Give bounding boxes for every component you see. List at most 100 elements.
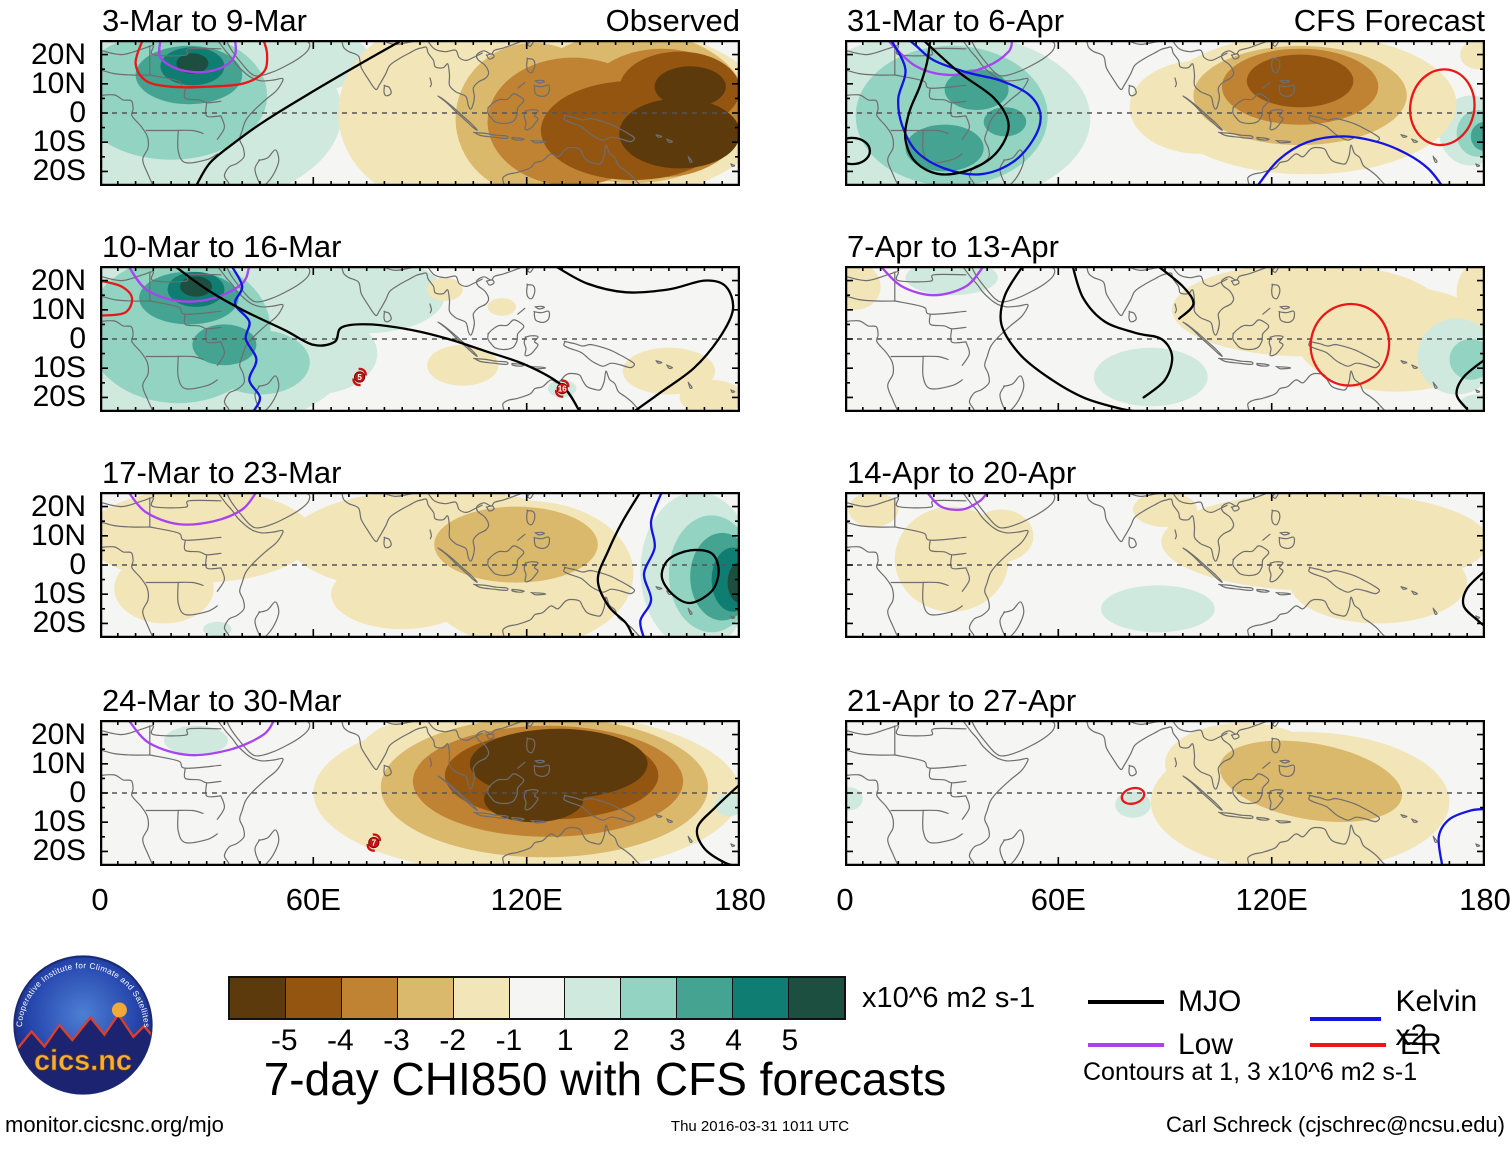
cyclone-marker: 16	[554, 379, 570, 398]
lon-tick-label: 180	[1459, 882, 1510, 917]
cicsnc-logo-image: Cooperative Institute for Climate and Sa…	[13, 955, 153, 1095]
panel-forecast-week1: 31-Mar to 6-Apr CFS Forecast	[845, 3, 1485, 186]
panel-observed-week4: 24-Mar to 30-Mar 7	[100, 683, 740, 866]
colorbar-cell	[397, 978, 454, 1018]
column-header-forecast: CFS Forecast	[1293, 3, 1485, 38]
lat-tick-label: 10S	[32, 351, 86, 385]
panel-observed-week1: 3-Mar to 9-Mar Observed	[100, 3, 740, 186]
timestamp: Thu 2016-03-31 1011 UTC	[670, 1118, 850, 1135]
colorbar-tick-label: -1	[495, 1024, 523, 1057]
credit-text: Carl Schreck (cjschrec@ncsu.edu)	[1166, 1112, 1505, 1137]
panel-title: 31-Mar to 6-Apr	[847, 3, 1065, 38]
panel-forecast-week3: 14-Apr to 20-Apr	[845, 455, 1485, 638]
panel-title: 7-Apr to 13-Apr	[847, 229, 1059, 264]
lat-tick-label: 20N	[30, 717, 86, 751]
colorbar-cell	[453, 978, 510, 1018]
colorbar-tick-label: -5	[270, 1024, 298, 1057]
colorbar-cell	[621, 978, 678, 1018]
panel-title: 24-Mar to 30-Mar	[102, 683, 342, 718]
lon-tick-label: 0	[836, 882, 854, 917]
legend-label: MJO	[1178, 985, 1242, 1018]
cyclone-marker: 5	[352, 367, 367, 387]
map-canvas	[845, 266, 1485, 412]
lon-tick-label: 180	[714, 882, 766, 917]
lat-tick-label: 20S	[32, 380, 86, 414]
lat-tick-label: 10N	[30, 518, 86, 552]
cicsnc-logo: Cooperative Institute for Climate and Sa…	[8, 950, 158, 1100]
logo-name: cics.nc	[34, 1045, 132, 1077]
colorbar-tick-label: -3	[383, 1024, 410, 1057]
lat-tick-label: 10N	[30, 66, 86, 100]
low-line-swatch	[1088, 1043, 1164, 1047]
er-line-swatch	[1310, 1043, 1386, 1047]
panel-title: 14-Apr to 20-Apr	[847, 455, 1077, 490]
panel-title: 3-Mar to 9-Mar	[102, 3, 307, 38]
colorbar-cell	[565, 978, 622, 1018]
legend-item-mjo: MJO	[1088, 985, 1241, 1019]
legend-item-low: Low	[1088, 1028, 1233, 1062]
svg-text:5: 5	[357, 373, 362, 382]
site-link[interactable]: monitor.cicsnc.org/mjo	[5, 1112, 224, 1137]
colorbar-cell	[285, 978, 342, 1018]
lat-tick-label: 0	[69, 322, 86, 355]
colorbar-tick-label: 3	[669, 1024, 686, 1057]
lat-tick-label: 20S	[32, 154, 86, 188]
colorbar-cell	[789, 978, 844, 1018]
panel-forecast-week4: 21-Apr to 27-Apr	[845, 683, 1485, 866]
map-canvas	[100, 40, 740, 186]
lat-tick-label: 10N	[30, 292, 86, 326]
panel-observed-week2: 10-Mar to 16-Mar 5 16	[100, 229, 740, 412]
colorbar-tick-label: 4	[725, 1024, 742, 1057]
lat-tick-label: 20N	[30, 37, 86, 71]
logo-sun	[111, 1002, 127, 1018]
lat-tick-label: 20N	[30, 489, 86, 523]
colorbar-tick-label: 5	[781, 1024, 799, 1057]
lon-tick-label: 120E	[1235, 882, 1308, 917]
cyclone-marker: 7	[366, 833, 382, 852]
svg-text:7: 7	[372, 839, 377, 848]
legend-label: ER	[1400, 1028, 1442, 1061]
lat-tick-label: 20S	[32, 834, 86, 868]
colorbar-tick-label: -4	[327, 1024, 354, 1057]
legend-item-er: ER	[1310, 1028, 1442, 1062]
legend-label: Kelvin x2	[1395, 985, 1478, 1052]
kelvin-line-swatch	[1310, 1017, 1382, 1021]
lat-tick-label: 20S	[32, 606, 86, 640]
colorbar-cell	[677, 978, 734, 1018]
colorbar-tick-label: 1	[556, 1024, 574, 1057]
lat-tick-label: 0	[69, 776, 86, 809]
colorbar-cell	[341, 978, 398, 1018]
map-canvas	[845, 492, 1485, 638]
colorbar-cell	[230, 978, 286, 1018]
colorbar-units: x10^6 m2 s-1	[862, 982, 1036, 1014]
lon-tick-label: 0	[91, 882, 109, 917]
colorbar-tick-label: -2	[439, 1024, 467, 1057]
lat-tick-label: 10S	[32, 577, 86, 611]
legend-label: Low	[1178, 1028, 1234, 1061]
lon-tick-label: 60E	[1030, 882, 1086, 917]
lat-tick-label: 0	[69, 548, 86, 581]
map-canvas	[845, 720, 1485, 866]
svg-text:16: 16	[558, 385, 567, 394]
legend-item-kelvin: Kelvin x2	[1310, 985, 1510, 1053]
panel-title: 10-Mar to 16-Mar	[102, 229, 342, 264]
logo-mountains	[14, 1012, 152, 1094]
lat-tick-label: 20N	[30, 263, 86, 297]
panel-title: 17-Mar to 23-Mar	[102, 455, 342, 490]
map-canvas: 5 16	[100, 266, 740, 412]
map-canvas	[100, 492, 740, 638]
panel-observed-week3: 17-Mar to 23-Mar	[100, 455, 740, 638]
chart-title: 7-day CHI850 with CFS forecasts	[263, 1053, 947, 1105]
colorbar-cell	[733, 978, 790, 1018]
colorbar-tick-label: 2	[612, 1024, 630, 1057]
lat-tick-label: 10N	[30, 746, 86, 780]
panel-forecast-week2: 7-Apr to 13-Apr	[845, 229, 1485, 412]
lat-tick-label: 10S	[32, 125, 86, 159]
lon-tick-label: 120E	[490, 882, 563, 917]
mjo-line-swatch	[1088, 1000, 1164, 1004]
panel-title: 21-Apr to 27-Apr	[847, 683, 1077, 718]
lat-tick-label: 0	[69, 96, 86, 129]
column-header-observed: Observed	[605, 3, 740, 38]
contour-note: Contours at 1, 3 x10^6 m2 s-1	[1083, 1058, 1418, 1086]
